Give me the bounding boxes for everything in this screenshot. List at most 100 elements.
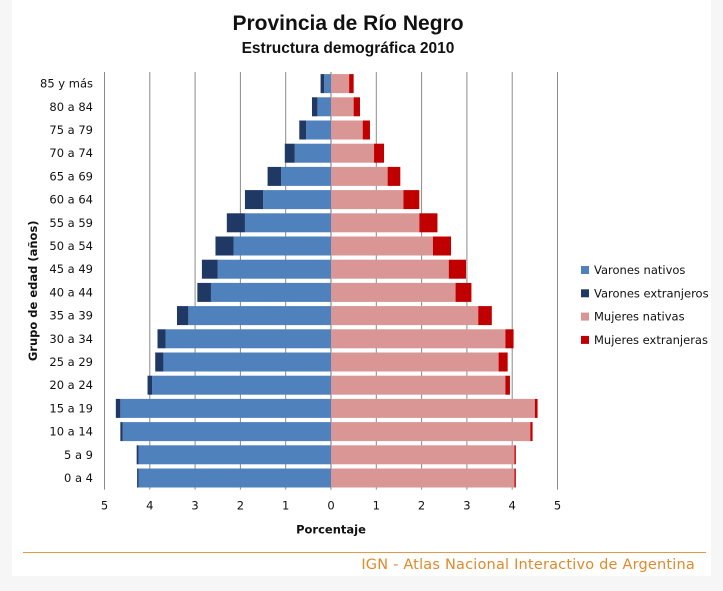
bar-varones-nativos xyxy=(281,166,331,186)
bar-mujeres-nativas xyxy=(331,74,350,94)
bar-mujeres-nativas xyxy=(331,329,506,349)
bar-mujeres-extranjeras xyxy=(448,259,466,279)
age-group-label: 80 a 84 xyxy=(49,100,93,114)
age-group-label: 25 a 29 xyxy=(49,355,93,369)
age-group-label: 45 a 49 xyxy=(49,262,93,276)
age-group-label: 30 a 34 xyxy=(49,332,93,346)
bar-mujeres-nativas xyxy=(331,375,506,395)
chart-subtitle: Estructura demográfica 2010 xyxy=(242,40,455,57)
age-group-label: 85 y más xyxy=(40,77,93,91)
bar-mujeres-nativas xyxy=(331,445,515,465)
bar-varones-nativos xyxy=(138,468,331,488)
age-group-label: 0 a 4 xyxy=(64,471,93,485)
bar-mujeres-extranjeras xyxy=(353,97,360,117)
bar-mujeres-nativas xyxy=(331,259,449,279)
bar-mujeres-nativas xyxy=(331,398,535,418)
bar-varones-extranjeros xyxy=(147,375,153,395)
chart-card: Provincia de Río Negro Estructura demográ… xyxy=(12,0,711,576)
y-axis-label: Grupo de edad (años) xyxy=(26,220,40,361)
age-group-label: 75 a 79 xyxy=(49,123,93,137)
bar-mujeres-nativas xyxy=(331,306,479,326)
age-group-label: 70 a 74 xyxy=(49,146,93,160)
bar-varones-extranjeros xyxy=(267,166,282,186)
bar-varones-extranjeros xyxy=(311,97,318,117)
x-tick-label: 1 xyxy=(282,499,289,513)
bar-varones-nativos xyxy=(152,375,331,395)
x-tick-label: 3 xyxy=(463,499,470,513)
bar-mujeres-extranjeras xyxy=(498,352,508,372)
bar-varones-extranjeros xyxy=(201,259,218,279)
x-axis-label: Porcentaje xyxy=(296,523,366,537)
legend-label: Mujeres nativas xyxy=(594,310,685,324)
legend-swatch xyxy=(581,335,589,344)
age-group-label: 40 a 44 xyxy=(49,285,93,299)
bar-varones-extranjeros xyxy=(120,422,123,442)
age-group-label: 65 a 69 xyxy=(49,169,93,183)
bar-varones-extranjeros xyxy=(155,352,164,372)
bar-varones-nativos xyxy=(163,352,331,372)
bar-mujeres-nativas xyxy=(331,468,515,488)
bar-varones-extranjeros xyxy=(215,236,234,256)
bar-varones-extranjeros xyxy=(320,74,325,94)
bar-varones-extranjeros xyxy=(197,282,211,302)
bar-mujeres-nativas xyxy=(331,190,404,210)
chart-title: Provincia de Río Negro xyxy=(232,12,463,35)
bar-mujeres-extranjeras xyxy=(530,422,533,442)
bar-varones-extranjeros xyxy=(176,306,189,326)
x-tick-label: 4 xyxy=(509,499,516,513)
bar-mujeres-nativas xyxy=(331,282,456,302)
x-tick-label: 5 xyxy=(554,499,561,513)
footer-credit: IGN - Atlas Nacional Interactivo de Arge… xyxy=(361,557,695,573)
bar-varones-nativos xyxy=(263,190,331,210)
bar-varones-nativos xyxy=(210,282,331,302)
x-tick-label: 2 xyxy=(418,499,425,513)
bar-mujeres-extranjeras xyxy=(419,213,438,233)
x-tick-label: 3 xyxy=(191,499,198,513)
bar-mujeres-extranjeras xyxy=(505,375,510,395)
bar-varones-extranjeros xyxy=(244,190,264,210)
bar-varones-extranjeros xyxy=(115,398,121,418)
x-tick-label: 0 xyxy=(327,499,334,513)
bar-mujeres-extranjeras xyxy=(387,166,401,186)
bar-varones-nativos xyxy=(244,213,331,233)
bar-varones-extranjeros xyxy=(299,120,307,140)
bar-varones-nativos xyxy=(188,306,331,326)
bar-varones-nativos xyxy=(122,422,332,442)
legend-label: Varones extranjeros xyxy=(594,286,709,300)
bar-mujeres-nativas xyxy=(331,422,531,442)
bar-mujeres-extranjeras xyxy=(514,445,516,465)
bar-mujeres-extranjeras xyxy=(478,306,492,326)
bar-mujeres-extranjeras xyxy=(362,120,370,140)
legend-label: Varones nativos xyxy=(594,263,685,277)
x-tick-label: 1 xyxy=(373,499,380,513)
footer-divider xyxy=(23,552,706,553)
legend-swatch xyxy=(581,312,589,321)
bar-varones-nativos xyxy=(306,120,331,140)
x-tick-label: 4 xyxy=(146,499,153,513)
age-group-label: 55 a 59 xyxy=(49,216,93,230)
bar-mujeres-nativas xyxy=(331,97,354,117)
bar-varones-nativos xyxy=(294,143,331,163)
bar-mujeres-nativas xyxy=(331,166,388,186)
bar-mujeres-extranjeras xyxy=(403,190,420,210)
bar-varones-nativos xyxy=(217,259,331,279)
age-group-label: 60 a 64 xyxy=(49,193,93,207)
age-group-label: 20 a 24 xyxy=(49,378,93,392)
bar-mujeres-extranjeras xyxy=(432,236,452,256)
bar-mujeres-extranjeras xyxy=(374,143,385,163)
legend-label: Mujeres extranjeras xyxy=(594,333,708,347)
bar-mujeres-nativas xyxy=(331,352,499,372)
bar-varones-nativos xyxy=(233,236,331,256)
bar-varones-extranjeros xyxy=(284,143,295,163)
population-pyramid-chart: Provincia de Río Negro Estructura demográ… xyxy=(26,12,709,537)
age-group-label: 50 a 54 xyxy=(49,239,93,253)
bar-varones-nativos xyxy=(165,329,331,349)
bar-mujeres-extranjeras xyxy=(349,74,354,94)
bar-mujeres-extranjeras xyxy=(505,329,514,349)
bar-mujeres-nativas xyxy=(331,143,375,163)
age-group-label: 15 a 19 xyxy=(49,401,93,415)
bar-mujeres-nativas xyxy=(331,213,420,233)
age-group-label: 35 a 39 xyxy=(49,309,93,323)
bar-mujeres-nativas xyxy=(331,236,433,256)
legend-swatch xyxy=(581,289,589,298)
